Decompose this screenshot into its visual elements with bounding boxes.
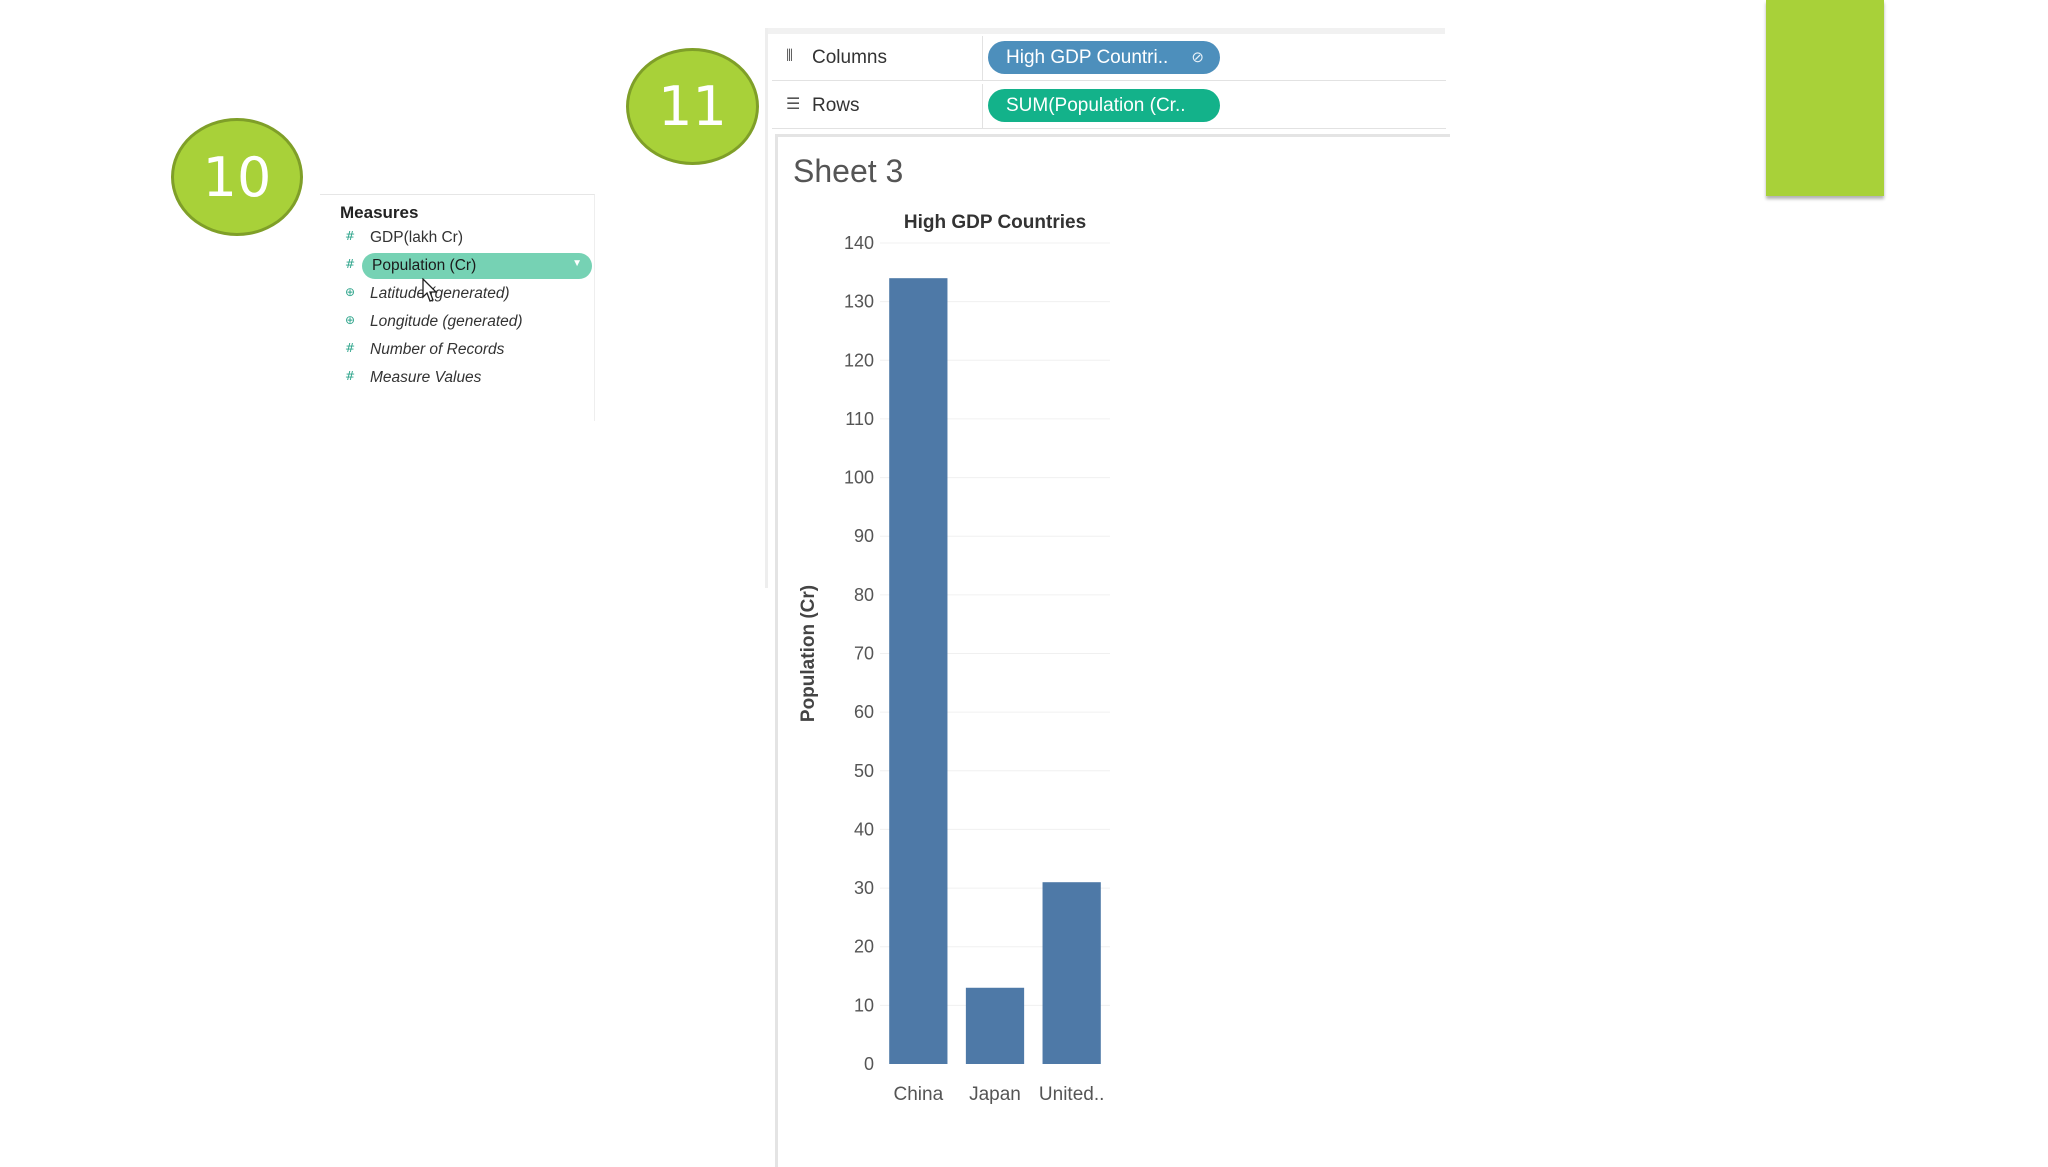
measure-item[interactable]: # Measure Values (340, 365, 592, 391)
measure-item-label: GDP(lakh Cr) (370, 229, 464, 246)
rows-pill-population[interactable]: SUM(Population (Cr.. (988, 89, 1220, 122)
x-tick-label: Japan (969, 1084, 1021, 1105)
globe-icon: ⊕ (345, 285, 356, 299)
y-tick-label: 60 (854, 702, 874, 722)
measure-item[interactable]: ⊕ Latitude (generated) (340, 281, 592, 307)
y-tick-label: 40 (854, 819, 874, 839)
measures-title: Measures (340, 203, 419, 222)
measure-item-label: Latitude (generated) (370, 285, 510, 302)
columns-pill-high-gdp[interactable]: High GDP Countri.. ⊘ (988, 41, 1220, 74)
y-tick-label: 0 (864, 1054, 874, 1074)
shelf-top-bar (765, 28, 1445, 34)
step-marker-10: 10 (171, 118, 303, 236)
measure-item-label: Measure Values (370, 369, 482, 386)
measure-item-label: Longitude (generated) (370, 313, 523, 330)
columns-shelf[interactable]: ⦀ Columns High GDP Countri.. ⊘ (772, 36, 1446, 81)
dropdown-caret-icon[interactable]: ▼ (572, 258, 582, 269)
bar (1042, 882, 1101, 1064)
y-tick-label: 140 (844, 233, 874, 253)
accent-block (1766, 0, 1884, 196)
y-tick-label: 110 (845, 409, 874, 429)
y-tick-label: 70 (854, 644, 874, 664)
sheet-title: Sheet 3 (793, 153, 904, 189)
y-tick-label: 120 (844, 350, 874, 370)
shelf-left-border (765, 28, 768, 588)
measure-item[interactable]: # Population (Cr) ▼ (345, 253, 592, 279)
shelf-divider (982, 36, 983, 80)
measure-item[interactable]: ⊕ Longitude (generated) (340, 309, 592, 335)
y-tick-label: 30 (854, 878, 874, 898)
columns-pill-label: High GDP Countri.. (1006, 47, 1169, 68)
bar-chart: High GDP Countries 0 10 20 30 40 50 60 70 80 90 100… (798, 212, 1110, 1105)
shelf-divider (982, 84, 983, 128)
rows-shelf[interactable]: ☰ Rows SUM(Population (Cr.. (772, 84, 1446, 129)
measure-item[interactable]: # Number of Records (340, 337, 592, 363)
y-tick-label: 80 (854, 585, 874, 605)
y-axis-label: Population (Cr) (798, 585, 819, 722)
rows-label: Rows (812, 95, 860, 116)
columns-label: Columns (812, 47, 887, 68)
hash-icon: # (345, 369, 356, 383)
mouse-cursor-icon (422, 278, 438, 302)
y-tick-label: 90 (854, 526, 874, 546)
y-tick-label: 50 (854, 761, 874, 781)
rows-icon: ☰ (786, 94, 801, 113)
columns-icon: ⦀ (786, 46, 794, 65)
bar (889, 278, 948, 1064)
measure-item-label: Number of Records (370, 341, 505, 358)
y-tick-label: 100 (844, 468, 874, 488)
globe-icon: ⊕ (345, 313, 356, 327)
measures-panel: Measures # GDP(lakh Cr) # Population (Cr) ▼ ⊕… (320, 194, 595, 421)
y-tick-label: 130 (844, 292, 874, 312)
bar (965, 987, 1025, 1064)
link-icon: ⊘ (1191, 49, 1204, 66)
x-tick-label: United.. (1039, 1084, 1104, 1105)
hash-icon: # (345, 341, 356, 355)
sheet-view (775, 134, 1450, 1167)
measure-item[interactable]: # GDP(lakh Cr) (340, 225, 592, 251)
y-tick-label: 10 (854, 995, 874, 1015)
rows-pill-label: SUM(Population (Cr.. (1006, 95, 1186, 116)
chart-title: High GDP Countries (904, 212, 1086, 233)
measure-item-label: Population (Cr) (372, 257, 477, 274)
y-tick-label: 20 (854, 937, 874, 957)
step-marker-11: 11 (626, 48, 759, 165)
x-tick-label: China (894, 1084, 944, 1105)
hash-icon: # (345, 257, 356, 271)
hash-icon: # (345, 229, 356, 243)
